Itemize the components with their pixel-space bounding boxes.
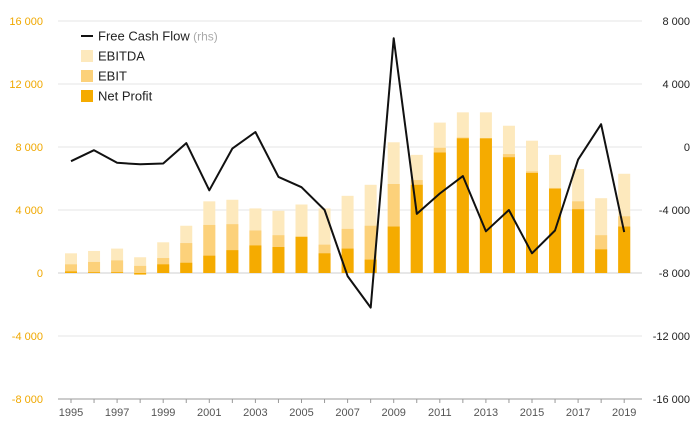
- x-axis-tick-label: 2001: [197, 407, 221, 419]
- left-axis-tick-label: 16 000: [9, 16, 43, 28]
- net-profit-bar-1996: [88, 272, 101, 273]
- x-axis-tick-label: 2005: [289, 407, 313, 419]
- x-axis-tick-label: 2013: [474, 407, 498, 419]
- x-axis-tick-label: 2007: [335, 407, 359, 419]
- left-axis-tick-label: 0: [37, 268, 43, 280]
- net-profit-bar-2009: [387, 226, 400, 273]
- legend-net-profit-label: Net Profit: [98, 89, 153, 104]
- x-axis-ticks: 1995 1997 1999 2001 2003 2005 2007 2009 2011 2013…: [58, 398, 642, 419]
- net-profit-bar-2003: [249, 245, 262, 273]
- x-axis-tick-label: 1997: [105, 407, 129, 419]
- right-axis-tick-label: -8 000: [659, 268, 690, 280]
- net-profit-bar-2007: [341, 248, 354, 273]
- x-axis-tick-label: 1999: [151, 407, 175, 419]
- x-axis-tick-label: 2017: [566, 407, 590, 419]
- right-axis-tick-label: -12 000: [653, 331, 690, 343]
- legend-net-profit-swatch: [81, 90, 93, 102]
- net-profit-bar-2018: [595, 249, 608, 273]
- net-profit-bar-2013: [479, 138, 492, 273]
- right-axis-tick-label: 4 000: [662, 79, 690, 91]
- left-axis-tick-label: 8 000: [15, 142, 43, 154]
- legend-ebit-swatch: [81, 70, 93, 82]
- x-axis-tick-label: 2019: [612, 407, 636, 419]
- ebit-bar-1995: [65, 264, 77, 273]
- net-profit-bar-2017: [572, 209, 585, 273]
- net-profit-bar-2000: [180, 262, 193, 273]
- net-profit-bar-2019: [618, 226, 631, 273]
- net-profit-bar-2004: [272, 247, 285, 273]
- legend-free-cash-flow-suffix: (rhs): [190, 30, 218, 44]
- right-axis-ticks: -16 000 -12 000 -8 000 -4 000 0 4 000 8 000: [653, 16, 690, 406]
- left-axis-tick-label: 4 000: [15, 205, 43, 217]
- ebit-bar-1996: [88, 261, 101, 273]
- net-profit-bar-2002: [226, 250, 239, 273]
- bars: [65, 112, 631, 275]
- net-profit-bar-2006: [318, 253, 331, 273]
- net-profit-bar-2001: [203, 255, 216, 273]
- left-axis-ticks: -8 000 -4 000 0 4 000 8 000 12 000 16 000: [9, 16, 43, 406]
- ebit-bar-1998: [134, 265, 147, 273]
- net-profit-bar-1997: [111, 272, 124, 273]
- x-axis-tick-label: 2009: [381, 407, 405, 419]
- net-profit-bar-2015: [526, 172, 538, 273]
- net-profit-bar-1999: [157, 264, 170, 273]
- net-profit-bar-1995: [65, 271, 77, 273]
- net-profit-bar-2005: [295, 236, 308, 273]
- right-axis-tick-label: 8 000: [662, 16, 690, 28]
- legend: Free Cash Flow (rhs) EBITDA EBIT Net Profit: [81, 29, 218, 104]
- legend-ebitda-label: EBITDA: [98, 49, 145, 64]
- right-axis-tick-label: 0: [684, 142, 690, 154]
- x-axis-tick-label: 2011: [428, 407, 452, 419]
- left-axis-tick-label: 12 000: [9, 79, 43, 91]
- left-axis-tick-label: -4 000: [12, 331, 43, 343]
- ebit-bar-1997: [111, 260, 124, 273]
- legend-free-cash-flow-label: Free Cash Flow (rhs): [98, 29, 218, 44]
- x-axis-tick-label: 2015: [520, 407, 544, 419]
- left-axis-tick-label: -8 000: [12, 394, 43, 406]
- free-cash-flow-line-layer: [70, 37, 626, 309]
- net-profit-bar-2014: [502, 157, 515, 273]
- net-profit-bar-2012: [456, 138, 469, 273]
- legend-ebit-label: EBIT: [98, 69, 127, 84]
- x-axis-tick-label: 2003: [243, 407, 267, 419]
- legend-ebitda-swatch: [81, 50, 93, 62]
- right-axis-tick-label: -4 000: [659, 205, 690, 217]
- right-axis-tick-label: -16 000: [653, 394, 690, 406]
- x-axis-tick-label: 1995: [59, 407, 83, 419]
- net-profit-bar-2011: [433, 152, 446, 273]
- net-profit-bar-1998: [134, 273, 147, 275]
- free-cash-flow-line: [70, 37, 626, 309]
- net-profit-bar-2010: [410, 184, 423, 273]
